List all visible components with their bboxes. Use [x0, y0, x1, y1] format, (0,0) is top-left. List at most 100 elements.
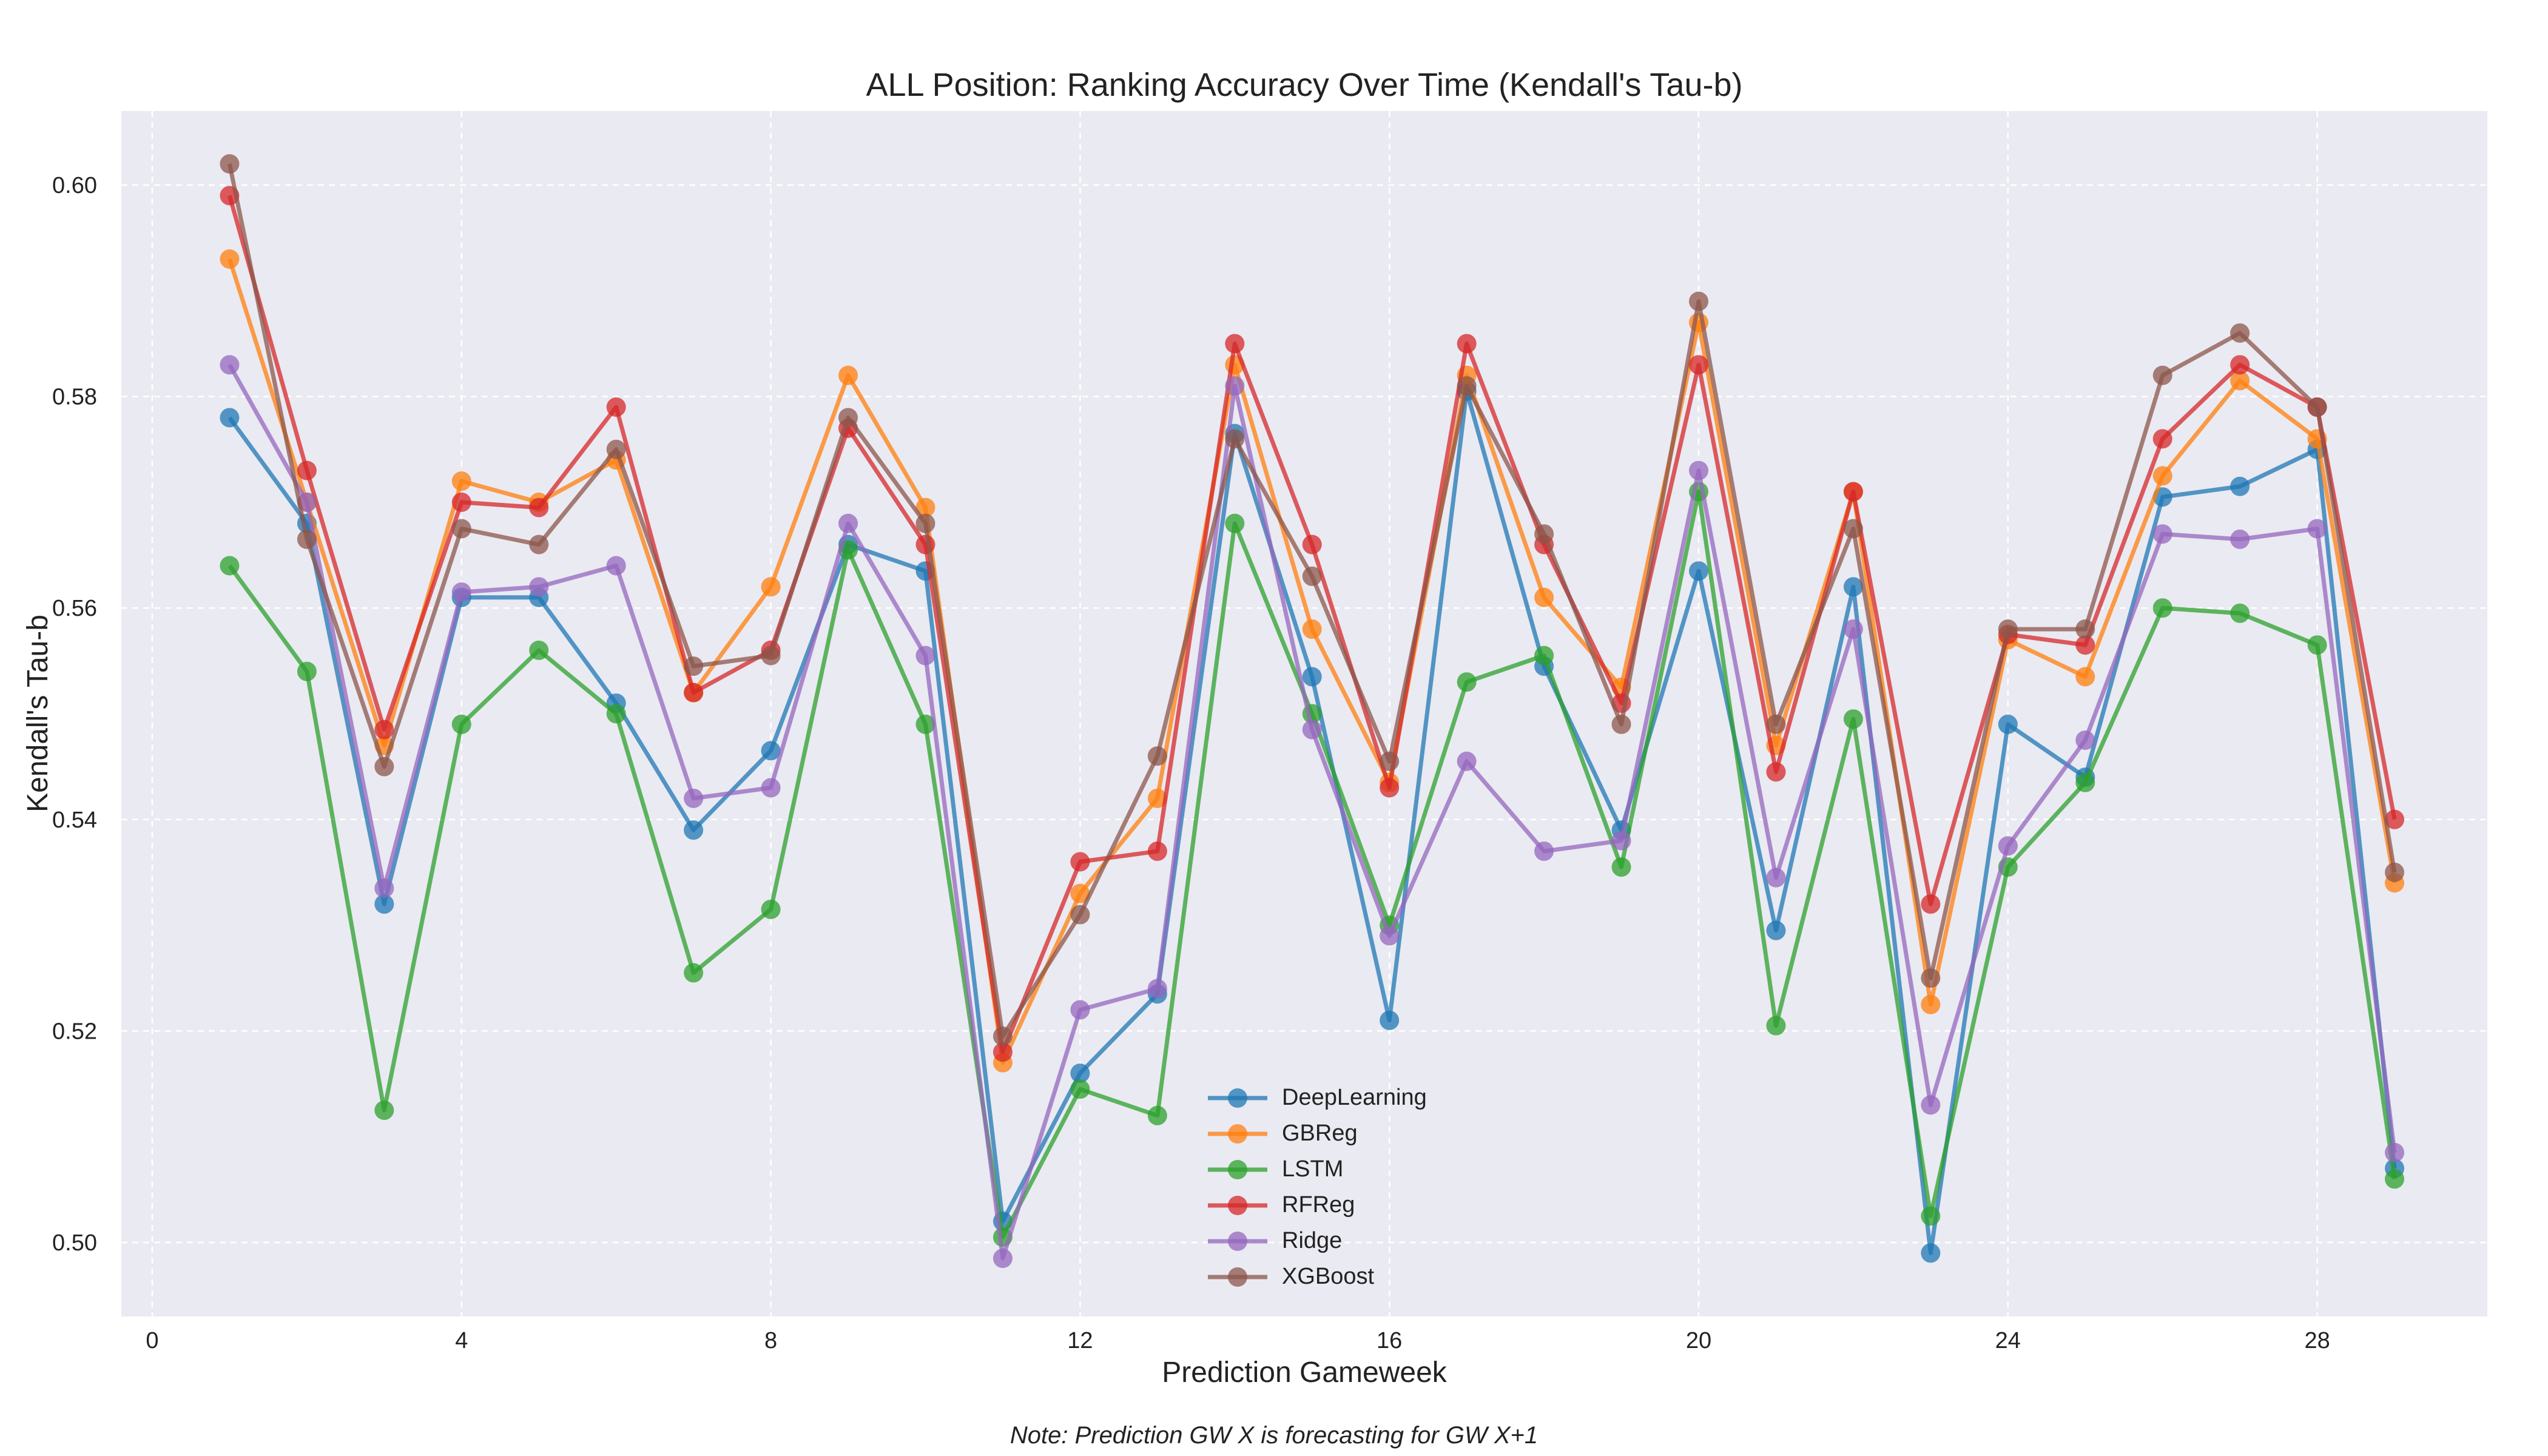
data-point-rfreg [529, 497, 549, 517]
data-point-lstm [1147, 1105, 1167, 1125]
data-point-deeplearning [374, 894, 394, 914]
data-point-ridge [684, 788, 704, 808]
data-point-rfreg [1147, 841, 1167, 861]
data-point-lstm [915, 714, 935, 734]
y-tick-label: 0.54 [52, 807, 97, 833]
legend-swatch [1208, 1124, 1267, 1144]
data-point-xgboost [529, 534, 549, 554]
data-point-lstm [374, 1100, 394, 1121]
data-point-lstm [297, 661, 317, 681]
data-point-lstm [1843, 709, 1863, 729]
data-point-lstm [220, 556, 240, 576]
data-point-rfreg [915, 534, 935, 554]
data-point-deeplearning [1843, 577, 1863, 597]
data-point-gbreg [1921, 994, 1941, 1014]
data-point-xgboost [2230, 323, 2250, 343]
legend-swatch [1208, 1160, 1267, 1179]
data-point-xgboost [220, 154, 240, 174]
data-point-lstm [606, 704, 626, 724]
data-point-gbreg [1302, 619, 1322, 639]
legend-swatch [1208, 1232, 1267, 1251]
data-point-xgboost [1766, 714, 1786, 734]
data-point-ridge [1225, 376, 1245, 396]
x-tick-label: 8 [764, 1328, 777, 1353]
data-point-ridge [838, 513, 858, 533]
data-point-gbreg [451, 471, 471, 491]
data-point-ridge [915, 645, 935, 666]
x-tick-label: 12 [1067, 1328, 1093, 1353]
y-tick-label: 0.52 [52, 1019, 97, 1044]
data-point-lstm [1534, 645, 1554, 666]
data-point-xgboost [1380, 751, 1400, 771]
data-point-rfreg [2075, 635, 2095, 655]
data-point-deeplearning [220, 408, 240, 428]
data-point-deeplearning [1070, 1063, 1090, 1084]
data-point-rfreg [2230, 355, 2250, 375]
data-point-lstm [1457, 672, 1477, 692]
data-point-ridge [1070, 1000, 1090, 1020]
data-point-deeplearning [684, 820, 704, 840]
data-point-ridge [529, 577, 549, 597]
data-point-ridge [1689, 460, 1708, 480]
data-point-gbreg [1070, 883, 1090, 903]
legend-label: LSTM [1282, 1156, 1344, 1182]
series-layer [220, 154, 2405, 1269]
x-tick-label: 0 [146, 1328, 158, 1353]
data-point-lstm [2152, 598, 2172, 618]
data-point-rfreg [2385, 809, 2405, 829]
data-point-ridge [2230, 529, 2250, 549]
data-point-xgboost [1302, 566, 1322, 586]
data-point-rfreg [1843, 482, 1863, 502]
data-point-ridge [1998, 836, 2018, 856]
data-point-deeplearning [2230, 476, 2250, 496]
data-point-ridge [451, 582, 471, 602]
data-point-lstm [761, 899, 781, 919]
data-point-lstm [2307, 635, 2327, 655]
data-point-lstm [2385, 1169, 2405, 1189]
data-point-xgboost [838, 408, 858, 428]
data-point-rfreg [374, 720, 394, 740]
data-point-ridge [1380, 926, 1400, 946]
data-point-ridge [2075, 730, 2095, 750]
data-point-xgboost [915, 513, 935, 533]
legend-label: Ridge [1282, 1228, 1343, 1253]
data-point-xgboost [1689, 291, 1708, 311]
data-point-ridge [2385, 1142, 2405, 1162]
series-xgboost [220, 154, 2405, 1046]
data-point-deeplearning [1921, 1243, 1941, 1263]
data-point-gbreg [1147, 788, 1167, 808]
data-point-ridge [374, 878, 394, 898]
grid [121, 111, 2487, 1316]
data-point-ridge [993, 1249, 1013, 1269]
ticks: 0 4 8 12 16 20 24 28 0.50 0.52 0.54 0.56 0.58 0.60 [52, 173, 2330, 1353]
data-point-rfreg [1766, 762, 1786, 782]
data-point-ridge [2307, 519, 2327, 539]
y-tick-label: 0.58 [52, 385, 97, 410]
data-point-deeplearning [761, 741, 781, 761]
data-point-xgboost [1147, 746, 1167, 766]
legend-swatch [1208, 1196, 1267, 1215]
data-point-deeplearning [1380, 1010, 1400, 1030]
data-point-gbreg [220, 249, 240, 269]
data-point-ridge [1921, 1095, 1941, 1115]
data-point-lstm [451, 714, 471, 734]
data-point-ridge [1766, 868, 1786, 888]
data-point-xgboost [993, 1026, 1013, 1046]
data-point-rfreg [1689, 355, 1708, 375]
data-point-xgboost [2152, 365, 2172, 385]
series-ridge [220, 355, 2405, 1269]
data-point-xgboost [1921, 968, 1941, 988]
x-tick-label: 28 [2304, 1328, 2330, 1353]
chart-title: ALL Position: Ranking Accuracy Over Time… [866, 67, 1743, 103]
data-point-deeplearning [1689, 561, 1708, 581]
data-point-lstm [1070, 1079, 1090, 1099]
x-tick-label: 24 [1995, 1328, 2021, 1353]
data-point-xgboost [2385, 862, 2405, 882]
legend-label: RFReg [1282, 1192, 1355, 1218]
data-point-rfreg [1380, 778, 1400, 798]
x-tick-label: 16 [1377, 1328, 1402, 1353]
data-point-rfreg [684, 682, 704, 703]
data-point-rfreg [2152, 429, 2172, 449]
data-point-rfreg [606, 397, 626, 417]
